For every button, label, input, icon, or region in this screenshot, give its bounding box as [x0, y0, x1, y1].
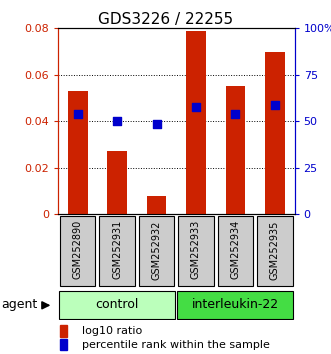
- Point: [75, 112, 80, 117]
- Point: [272, 102, 277, 108]
- Text: GSM252890: GSM252890: [72, 220, 83, 279]
- Text: agent: agent: [2, 298, 38, 311]
- Text: GSM252931: GSM252931: [112, 220, 122, 279]
- Text: log10 ratio: log10 ratio: [81, 326, 142, 336]
- Bar: [99, 216, 135, 286]
- Bar: [147, 195, 166, 214]
- Bar: [265, 52, 285, 214]
- Bar: [186, 31, 206, 214]
- Bar: [68, 91, 87, 214]
- Bar: [60, 339, 68, 350]
- Bar: [217, 216, 253, 286]
- Text: interleukin-22: interleukin-22: [192, 298, 279, 311]
- Bar: [59, 291, 175, 319]
- Text: GSM252934: GSM252934: [230, 220, 240, 279]
- Bar: [107, 152, 127, 214]
- Bar: [60, 325, 68, 337]
- Text: GSM252935: GSM252935: [270, 220, 280, 280]
- Point: [115, 118, 120, 124]
- Bar: [60, 216, 95, 286]
- Text: GSM252932: GSM252932: [152, 220, 162, 280]
- Text: control: control: [95, 298, 139, 311]
- Bar: [257, 216, 293, 286]
- Bar: [139, 216, 174, 286]
- Point: [233, 112, 238, 117]
- Bar: [225, 86, 245, 214]
- Bar: [178, 216, 214, 286]
- Point: [154, 121, 159, 126]
- Text: GSM252933: GSM252933: [191, 220, 201, 279]
- Point: [193, 104, 199, 110]
- Bar: [177, 291, 293, 319]
- Text: GDS3226 / 22255: GDS3226 / 22255: [98, 12, 233, 27]
- Text: percentile rank within the sample: percentile rank within the sample: [81, 340, 269, 350]
